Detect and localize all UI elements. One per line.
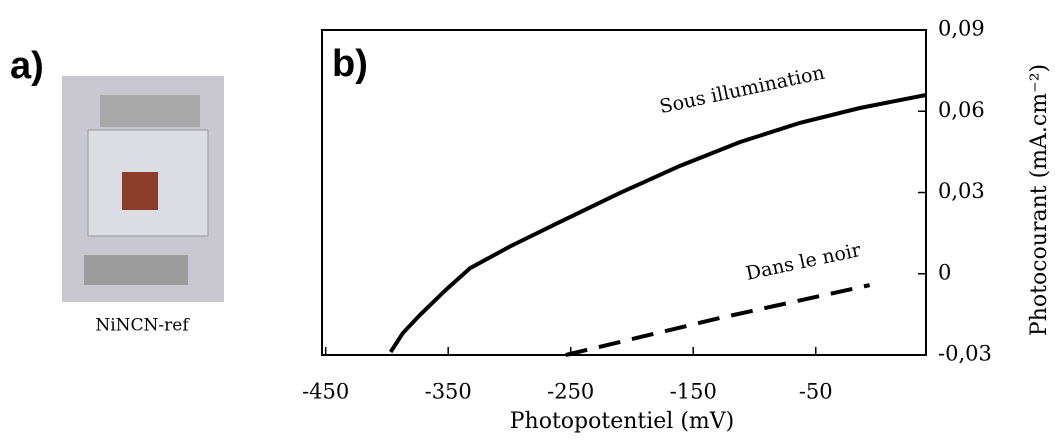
panel-label: a)	[10, 45, 44, 87]
series-label: Sous illumination	[658, 62, 827, 118]
y-tick-label: -0,03	[938, 342, 992, 366]
y-tick-label: 0,09	[938, 17, 985, 41]
y-tick-label: 0	[938, 260, 951, 284]
x-tick-label: -350	[425, 380, 472, 404]
photo-caption: NiNCN-ref	[95, 316, 190, 336]
x-tick-label: -250	[547, 380, 594, 404]
y-axis-label: Photocourant (mA.cm⁻²)	[1027, 64, 1052, 336]
line-series	[388, 93, 927, 354]
x-axis-label: Photopotentiel (mV)	[510, 409, 735, 434]
y-tick-label: 0,03	[938, 179, 985, 203]
x-tick-label: -50	[799, 380, 833, 404]
x-tick-label: -450	[302, 380, 349, 404]
series-label: Dans le noir	[744, 239, 864, 285]
photo	[62, 76, 224, 302]
x-tick-label: -150	[670, 380, 717, 404]
panel-label: b)	[332, 43, 368, 85]
line-series	[565, 283, 871, 357]
y-tick-label: 0,06	[938, 98, 985, 122]
